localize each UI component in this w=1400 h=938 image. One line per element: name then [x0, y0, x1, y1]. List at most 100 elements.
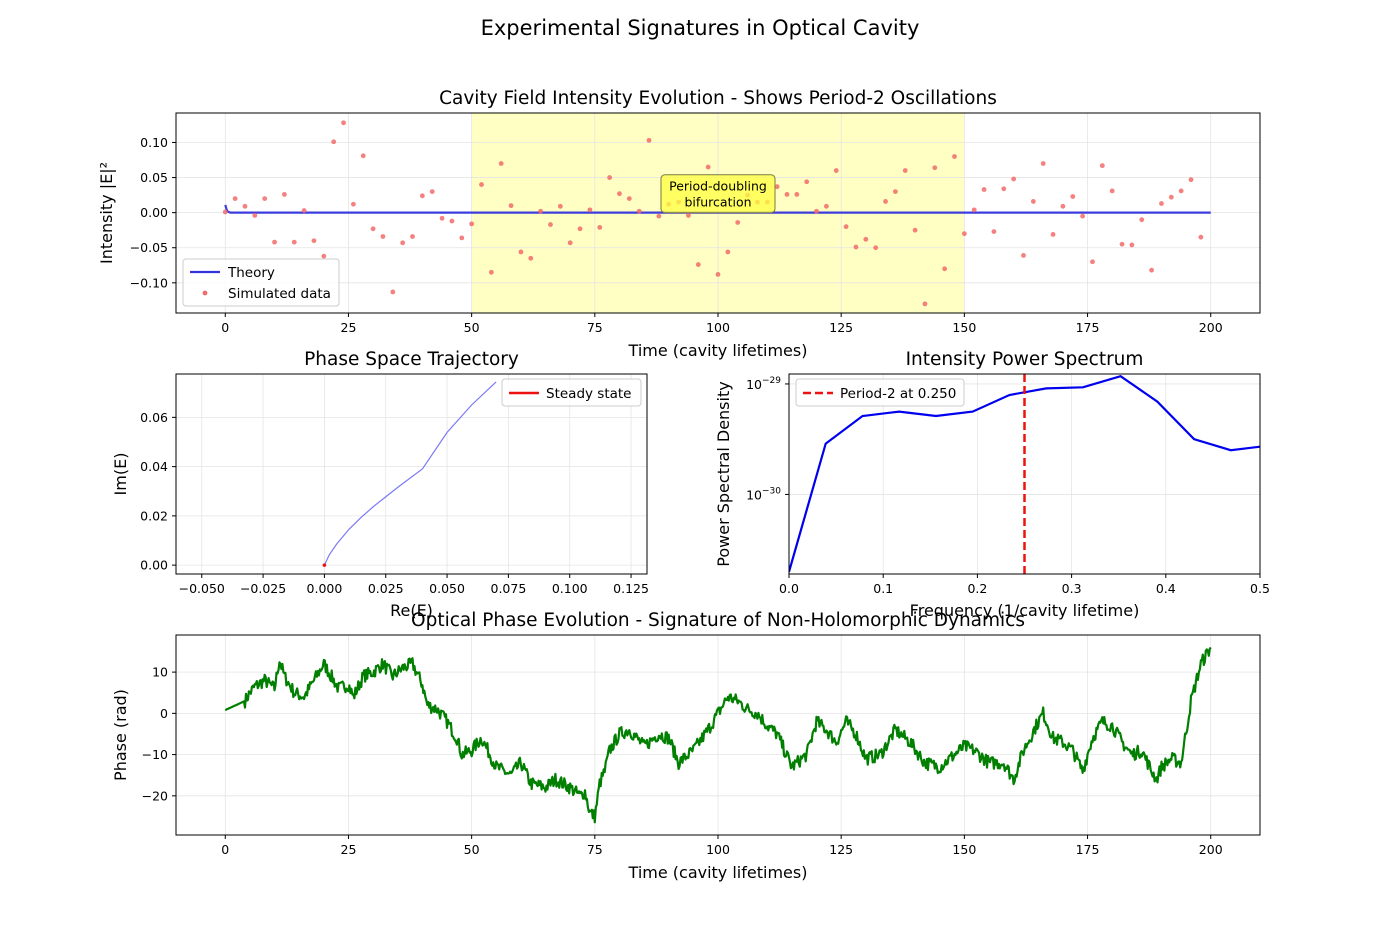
data-point — [774, 184, 780, 190]
data-point — [833, 168, 839, 173]
data-point — [528, 255, 534, 261]
data-point — [725, 249, 731, 255]
x-tick-label: 0.125 — [613, 581, 649, 596]
data-point — [331, 139, 337, 145]
data-point — [646, 137, 652, 143]
data-point — [912, 227, 918, 233]
data-point — [1099, 163, 1105, 169]
data-point — [1070, 194, 1076, 199]
data-point — [626, 196, 632, 202]
x-tick-label: 200 — [1199, 320, 1223, 335]
data-point — [804, 179, 810, 185]
plot-title: Intensity Power Spectrum — [906, 349, 1144, 370]
y-tick-label: −20 — [142, 788, 168, 803]
data-point — [686, 213, 691, 218]
data-point — [1011, 176, 1017, 182]
plot-area — [789, 374, 1260, 573]
data-point — [262, 196, 268, 202]
plot-title: Cavity Field Intensity Evolution - Shows… — [439, 88, 997, 109]
data-point — [557, 203, 563, 209]
y-tick-label: 10−29 — [746, 376, 781, 392]
data-point — [1129, 242, 1135, 248]
data-point — [1178, 188, 1184, 194]
x-tick-label: 175 — [1076, 842, 1100, 857]
phase-plot: 0 25 50 75 100 125 150 175 200 −20 −10 0 10 Optical P… — [111, 610, 1261, 882]
x-tick-label: 100 — [706, 320, 730, 335]
data-point — [843, 224, 849, 230]
data-point — [1119, 241, 1125, 247]
legend-box — [501, 378, 642, 407]
data-point — [1090, 259, 1095, 265]
annotation-box — [660, 174, 776, 214]
data-point — [321, 253, 327, 259]
x-tick-label: 0.075 — [491, 581, 527, 596]
data-point — [380, 234, 386, 239]
y-tick-label: −0.10 — [130, 275, 168, 290]
data-point — [1139, 217, 1145, 223]
y-axis-label: Im(E) — [111, 453, 130, 496]
y-axis-label: Intensity |E|² — [97, 162, 116, 264]
data-point — [400, 240, 406, 246]
data-point — [567, 240, 573, 246]
x-tick-label: 175 — [1076, 320, 1100, 335]
data-point — [449, 218, 455, 224]
x-tick-label: 0.5 — [1250, 581, 1270, 596]
x-axis-label: Time (cavity lifetimes) — [628, 341, 808, 360]
phase-line — [224, 646, 1212, 824]
data-point — [863, 236, 869, 242]
y-tick-label: 0.00 — [140, 205, 168, 220]
data-point — [469, 221, 475, 227]
steady-state-point — [322, 563, 327, 567]
data-point — [341, 120, 346, 126]
y-tick-label: 0 — [160, 706, 168, 721]
data-point — [902, 168, 908, 173]
x-tick-label: 0.2 — [967, 581, 987, 596]
x-tick-label: 50 — [464, 842, 480, 857]
data-point — [952, 154, 957, 159]
data-point — [1188, 177, 1194, 183]
data-point — [932, 165, 938, 171]
power-spectrum-plot: 0.0 0.1 0.2 0.3 0.4 0.5 10−30 10−29 Intensity Po… — [714, 349, 1270, 620]
data-point — [597, 224, 603, 230]
legend-label: Steady state — [546, 386, 632, 402]
data-point — [961, 231, 967, 237]
data-point — [429, 189, 435, 194]
x-tick-label: 0.000 — [307, 581, 343, 596]
y-tick-label: 0.10 — [140, 135, 168, 150]
data-point — [1021, 253, 1026, 258]
figure-title: Experimental Signatures in Optical Cavit… — [481, 16, 920, 40]
x-tick-label: 200 — [1199, 842, 1223, 857]
data-point — [291, 239, 297, 245]
data-point — [971, 207, 977, 213]
data-point — [360, 153, 366, 159]
data-point — [1080, 213, 1086, 219]
legend-box — [795, 378, 965, 407]
x-tick-label: −0.050 — [179, 581, 225, 596]
data-point — [715, 272, 721, 277]
x-tick-label: 50 — [464, 320, 480, 335]
data-point — [636, 208, 642, 214]
data-point — [439, 215, 445, 221]
y-tick-label: −10 — [142, 747, 168, 762]
data-point — [892, 189, 898, 194]
data-point — [853, 244, 859, 250]
plot-area — [222, 120, 1211, 307]
data-point — [794, 192, 800, 197]
data-point — [1168, 194, 1174, 200]
x-tick-label: 75 — [587, 842, 603, 857]
data-point — [607, 175, 612, 180]
x-tick-label: 125 — [829, 320, 853, 335]
legend-label: Theory — [227, 265, 275, 281]
data-point — [1149, 267, 1154, 273]
y-tick-label: 10−30 — [746, 486, 781, 502]
data-point — [548, 222, 553, 227]
x-tick-label: 0.0 — [779, 581, 799, 596]
data-point — [410, 234, 415, 239]
data-point — [311, 238, 317, 244]
data-point — [1050, 232, 1056, 237]
data-point — [272, 239, 277, 245]
x-axis-label: Time (cavity lifetimes) — [628, 863, 808, 882]
x-tick-label: −0.025 — [240, 581, 286, 596]
spectrum-line — [789, 374, 1260, 573]
